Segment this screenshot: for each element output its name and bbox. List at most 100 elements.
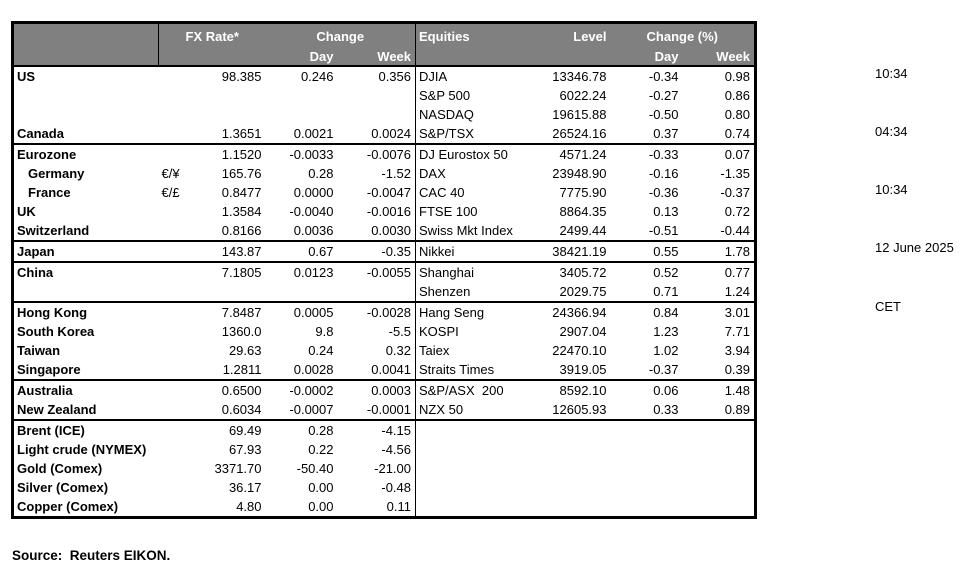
equity-week-change-cell: 3.01 [682,300,756,322]
fx-week-change-cell: -21.00 [337,458,417,478]
fx-name-cell: Switzerland [17,222,90,238]
fx-name-cell [13,105,159,124]
equity-day-change-cell: 1.02 [653,342,679,358]
fx-day-change-cell: -0.0040 [289,203,334,219]
header-blank-cell [12,48,159,67]
fx-week-change-cell: 0.32 [337,340,417,360]
table-row: Light crude (NYMEX) 67.93 0.22 -4.56 [13,439,756,459]
equity-level-cell: 3919.05 [559,361,607,377]
timezone-label: CET [875,298,901,314]
fx-week-change-cell: 0.0030 [337,220,417,241]
equity-day-change-cell: 0.33 [653,401,679,417]
header-equities: Equities [415,22,541,49]
fx-day-change-cell: 9.8 [315,323,334,339]
equity-week-change-cell [682,418,756,440]
table-row: Copper (Comex) 4.80 0.00 0.11 [13,496,756,517]
equity-day-change-cell: -0.33 [610,142,683,164]
fx-pair-cell [159,124,196,144]
fx-rate-cell [196,282,266,302]
fx-pair-cell [159,322,196,341]
fx-equities-table: FX Rate* Change Equities Level Change (%… [11,21,758,519]
header-fx-day: Day [265,48,338,67]
equity-day-change-cell: -0.16 [648,165,679,181]
fx-week-change-cell: -5.5 [337,321,417,341]
equity-level-cell: 2029.75 [559,283,607,299]
fx-day-change-cell: 0.0036 [293,222,334,238]
fx-pair-cell [159,400,196,420]
fx-name-cell: Copper (Comex) [17,498,119,514]
fx-pair-cell [158,142,196,164]
equity-week-change-cell: 0.74 [724,125,751,141]
equity-level-cell [541,459,611,478]
equity-name-cell: DJIA [419,68,448,84]
header-row-sub: Day Week Day Week [12,48,756,67]
fx-name-cell: South Korea [17,323,95,339]
table-row: Switzerland 0.8166 0.0036 0.0030 Swiss Mkt I… [13,220,756,241]
header-eq-week: Week [682,48,756,67]
fx-name-cell: Canada [17,125,64,141]
fx-week-change-cell: 0.0041 [337,359,417,380]
fx-week-change-cell: -0.0076 [337,142,417,164]
equity-day-change-cell: 0.13 [653,203,679,219]
equity-day-change-cell: -0.34 [648,68,679,84]
fx-name-cell: Hong Kong [12,300,159,322]
fx-rate-cell: 165.76 [221,165,262,181]
equity-name-cell: DJ Eurostox 50 [415,142,541,164]
fx-rate-cell: 0.8477 [221,184,262,200]
fx-rate-cell: 1.1520 [195,142,266,164]
fx-day-change-cell: -50.40 [296,460,334,476]
fx-day-change-cell: -0.0033 [265,142,338,164]
table-header: FX Rate* Change Equities Level Change (%… [12,22,756,67]
fx-week-change-cell: -0.0001 [337,399,417,420]
equity-level-cell [540,418,611,440]
equity-name-cell: KOSPI [419,323,459,339]
equity-level-cell: 23948.90 [552,165,607,181]
equity-name-cell: S&P/TSX [419,125,474,141]
header-blank-cell [540,48,611,67]
fx-rate-cell: 1.3584 [221,203,262,219]
fx-day-change-cell: 0.00 [308,498,334,514]
equity-name-cell: NZX 50 [419,401,464,417]
fx-name-cell: US [17,68,36,84]
fx-pair-cell [159,440,196,459]
equity-name-cell: Shenzen [419,283,471,299]
fx-week-change-cell: -0.0028 [337,300,417,322]
fx-pair-cell [159,202,196,221]
equity-day-change-cell: 0.37 [653,125,679,141]
fx-rate-cell: 0.6500 [195,378,266,400]
table-row: S&P 500 6022.24 -0.27 0.86 [13,85,756,105]
fx-name-cell: Singapore [17,361,81,377]
equity-level-cell: 4571.24 [540,142,611,164]
equity-level-cell: 8864.35 [559,203,607,219]
equity-day-change-cell: -0.27 [648,87,679,103]
fx-week-change-cell: 0.11 [337,496,417,517]
equity-week-change-cell: -0.44 [720,222,751,238]
fx-name-cell: Light crude (NYMEX) [17,441,147,457]
equity-name-cell: Swiss Mkt Index [419,222,513,238]
fx-week-change-cell: -0.0047 [337,182,417,202]
header-blank-cell [12,22,159,49]
fx-name-cell: UK [17,203,36,219]
fx-day-change-cell: 0.22 [308,441,334,457]
fx-day-change-cell [266,105,338,124]
equity-day-change-cell: 0.52 [610,260,683,282]
equity-week-change-cell [683,440,756,459]
fx-pair-cell [159,459,196,478]
fx-pair-cell [158,300,196,322]
equity-level-cell: 26524.16 [552,125,607,141]
fx-name-cell: Germany [28,165,85,181]
table-row: Eurozone 1.1520 -0.0033 -0.0076 DJ Eurostox … [12,142,756,164]
table-row: Australia 0.6500 -0.0002 0.0003 S&P/ASX 200 8… [12,378,756,400]
table-row: Taiwan 29.63 0.24 0.32 Taiex 22470.10 1.02 3.94 [13,340,756,360]
equity-day-change-cell: -0.37 [648,361,679,377]
equity-level-cell: 2907.04 [559,323,607,339]
header-fx-week: Week [337,48,417,67]
fx-pair-cell [159,86,196,105]
fx-rate-cell: 143.87 [195,239,266,262]
fx-pair-cell [159,341,196,360]
table-row: Gold (Comex) 3371.70 -50.40 -21.00 [13,458,756,478]
fx-week-change-cell: -0.0016 [337,201,417,221]
fx-day-change-cell: 0.24 [308,342,334,358]
header-change-pct: Change (%) [610,22,756,49]
table-row: New Zealand 0.6034 -0.0007 -0.0001 NZX 50 126… [13,399,756,420]
